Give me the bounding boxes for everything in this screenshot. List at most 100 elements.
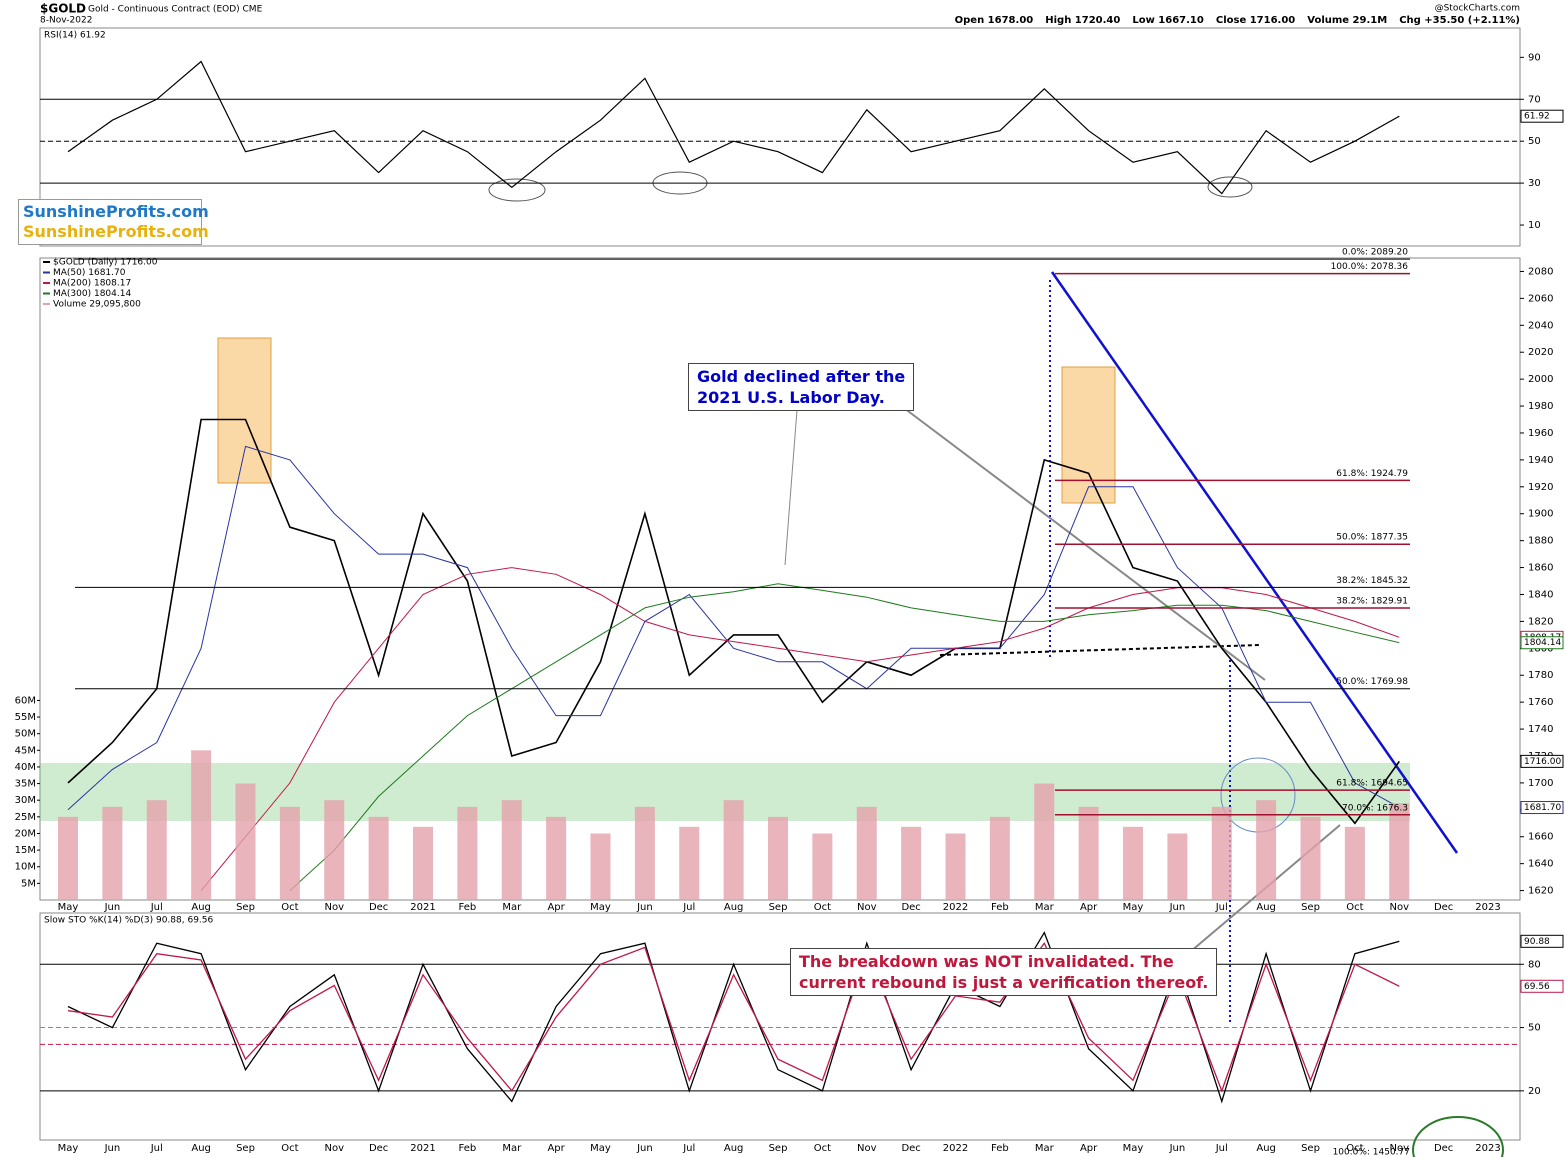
x-tick-label: 2022 xyxy=(943,1143,968,1154)
x-tick-label: May xyxy=(1123,1143,1144,1154)
volume-bar xyxy=(324,800,345,900)
volume-bar xyxy=(457,806,478,900)
y2-tick-label: 10M xyxy=(15,862,36,873)
sto-frame xyxy=(39,912,1521,1141)
y-tick-label: 2020 xyxy=(1528,347,1553,358)
volume-bar xyxy=(1300,816,1321,900)
volume-bar xyxy=(768,816,788,900)
value-tag-box xyxy=(1520,754,1564,768)
callout-line xyxy=(899,404,1266,681)
quote-item: Low 1667.10 xyxy=(1132,15,1204,26)
fib-label: 38.2%: 1845.32 xyxy=(1336,576,1408,586)
rsi-line xyxy=(67,60,1400,195)
value-tag-box xyxy=(1520,979,1564,993)
y-tick-label: 1940 xyxy=(1528,455,1553,466)
fib-label: 100.0%: 2078.36 xyxy=(1331,262,1409,272)
value-tag-box xyxy=(1520,934,1564,948)
quote-item: Volume 29.1M xyxy=(1307,15,1387,26)
y2-tick-label: 25M xyxy=(15,812,36,823)
legend: MA(50) 1681.70 xyxy=(53,268,126,278)
y-tick-label: 20 xyxy=(1528,1086,1541,1097)
x-tick-label: Apr xyxy=(547,902,565,913)
x-tick-label: Dec xyxy=(369,1143,388,1154)
y-tick-label: 2060 xyxy=(1528,293,1553,304)
x-tick-label: 2021 xyxy=(410,1143,435,1154)
y-tick-label: 70 xyxy=(1528,94,1541,105)
y-tick-label: 10 xyxy=(1528,220,1541,231)
x-tick-label: Jul xyxy=(150,902,163,913)
volume-bar xyxy=(146,800,167,900)
x-tick-label: 2022 xyxy=(943,902,968,913)
volume-bar xyxy=(679,826,700,900)
volume-bar xyxy=(102,806,123,900)
x-tick-label: Oct xyxy=(281,902,298,913)
x-tick-label: Oct xyxy=(1346,1143,1363,1154)
x-tick-label: Dec xyxy=(901,902,920,913)
legend: RSI(14) 61.92 xyxy=(44,31,106,41)
highlight-box xyxy=(1061,366,1116,504)
x-tick-label: Aug xyxy=(1256,902,1276,913)
volume-bar xyxy=(1344,826,1365,900)
x-tick-label: Jul xyxy=(1215,1143,1228,1154)
x-tick-label: Jun xyxy=(636,1143,653,1154)
volume-bar xyxy=(546,816,567,900)
x-tick-label: Aug xyxy=(724,1143,744,1154)
volume-bar xyxy=(590,833,611,900)
x-tick-label: Oct xyxy=(814,902,831,913)
annotation-line: 2021 U.S. Labor Day. xyxy=(697,388,885,407)
y2-tick-label: 5M xyxy=(21,878,36,889)
y2-tick-label: 45M xyxy=(15,745,36,756)
value-tag-box xyxy=(1520,636,1564,650)
volume-bar xyxy=(501,800,522,900)
volume-bar xyxy=(235,783,256,900)
y-tick-label: 1640 xyxy=(1528,859,1553,870)
x-tick-label: Sep xyxy=(1301,902,1320,913)
volume-bar xyxy=(1256,800,1277,900)
ma-line xyxy=(67,445,1400,811)
y-tick-label: 2040 xyxy=(1528,320,1553,331)
y2-tick-label: 15M xyxy=(15,845,36,856)
x-tick-label: Jul xyxy=(682,902,695,913)
volume-bar xyxy=(812,833,833,900)
y-tick-label: 30 xyxy=(1528,178,1541,189)
y-tick-label: 50 xyxy=(1528,1023,1541,1034)
volume-bar xyxy=(413,826,433,900)
x-tick-label: Mar xyxy=(502,1143,522,1154)
x-tick-label: Mar xyxy=(502,902,522,913)
volume-bar xyxy=(723,800,744,900)
value-tag: 90.88 xyxy=(1524,937,1550,947)
x-tick-label: Mar xyxy=(1035,902,1055,913)
highlight-ellipse xyxy=(488,178,546,202)
fib-label: 0.0%: 2089.20 xyxy=(1342,248,1408,258)
x-tick-label: Sep xyxy=(236,902,255,913)
fib-label: 50.0%: 1877.35 xyxy=(1336,533,1408,543)
x-tick-label: 2023 xyxy=(1475,1143,1500,1154)
x-tick-label: Sep xyxy=(236,1143,255,1154)
volume-bar xyxy=(1167,833,1188,900)
x-tick-label: Aug xyxy=(191,902,211,913)
fib-label: 61.8%: 1694.65 xyxy=(1336,779,1408,789)
y-tick-label: 1840 xyxy=(1528,589,1553,600)
legend: Slow STO %K(14) %D(3) 90.88, 69.56 xyxy=(44,916,214,926)
volume-bar xyxy=(856,806,877,900)
highlight-ellipse xyxy=(1412,1116,1504,1157)
y-tick-label: 1860 xyxy=(1528,563,1553,574)
quote-item: Open 1678.00 xyxy=(955,15,1034,26)
x-tick-label: Nov xyxy=(857,902,877,913)
y-tick-label: 2080 xyxy=(1528,266,1553,277)
y-tick-label: 1620 xyxy=(1528,886,1553,897)
x-tick-label: Sep xyxy=(1301,1143,1320,1154)
x-tick-label: Apr xyxy=(1080,902,1098,913)
x-tick-label: Oct xyxy=(814,1143,831,1154)
trend-line xyxy=(1050,271,1459,854)
x-tick-label: Nov xyxy=(1389,1143,1409,1154)
volume-bar xyxy=(1389,803,1410,900)
highlight-ellipse xyxy=(1207,176,1253,198)
volume-bar xyxy=(1211,806,1232,900)
y-tick-label: 1700 xyxy=(1528,778,1553,789)
callout-line xyxy=(784,409,798,566)
annotation-line: Gold declined after the xyxy=(697,367,906,386)
x-tick-label: 2021 xyxy=(410,902,435,913)
